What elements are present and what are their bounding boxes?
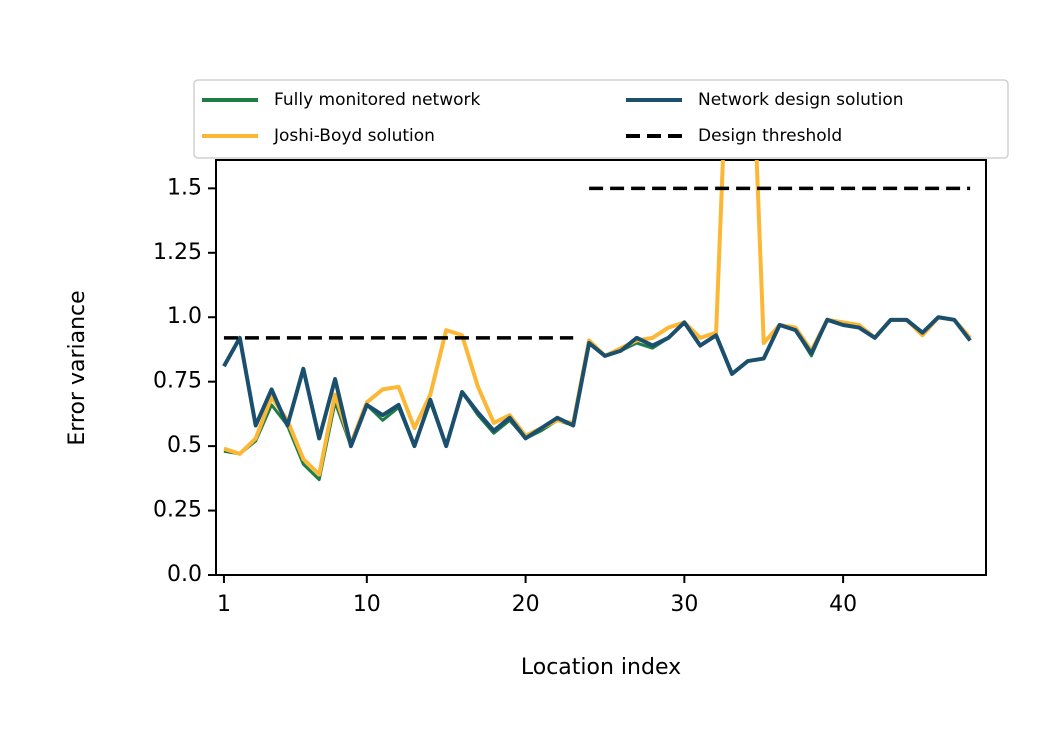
x-tick-label: 10 [353, 592, 381, 617]
y-tick-label: 1.0 [167, 304, 202, 329]
y-tick-label: 0.75 [153, 369, 202, 394]
x-tick-label: 40 [829, 592, 857, 617]
series-line [222, 315, 972, 449]
legend-label: Network design solution [698, 90, 904, 110]
legend-label: Joshi-Boyd solution [273, 126, 435, 146]
y-axis-label: Error variance [65, 290, 90, 445]
y-tick-label: 0.0 [167, 562, 202, 587]
y-tick-label: 1.25 [153, 240, 202, 265]
plot-frame [215, 159, 987, 576]
x-tick-label: 20 [512, 592, 540, 617]
y-tick-label: 0.25 [153, 498, 202, 523]
x-tick-label: 30 [670, 592, 698, 617]
legend-box [193, 79, 1009, 159]
legend-label: Design threshold [698, 126, 842, 146]
x-tick-label: 1 [217, 592, 231, 617]
y-tick-label: 0.5 [167, 433, 202, 458]
y-tick-label: 1.5 [167, 175, 202, 200]
plot-area [222, 160, 972, 482]
series-line [223, 160, 972, 477]
legend-label: Fully monitored network [274, 90, 481, 110]
x-axis-label: Location index [521, 655, 681, 680]
